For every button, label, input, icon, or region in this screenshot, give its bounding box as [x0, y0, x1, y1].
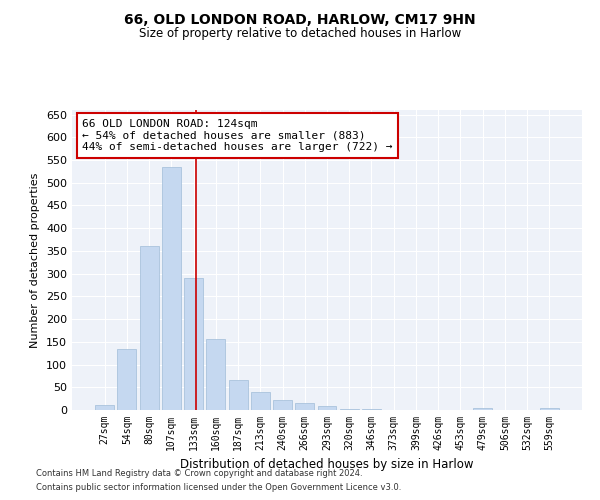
Text: 66 OLD LONDON ROAD: 124sqm
← 54% of detached houses are smaller (883)
44% of sem: 66 OLD LONDON ROAD: 124sqm ← 54% of deta… — [82, 119, 392, 152]
Bar — [184, 278, 203, 410]
Text: Contains HM Land Registry data © Crown copyright and database right 2024.: Contains HM Land Registry data © Crown c… — [36, 468, 362, 477]
Text: 66, OLD LONDON ROAD, HARLOW, CM17 9HN: 66, OLD LONDON ROAD, HARLOW, CM17 9HN — [124, 12, 476, 26]
Bar — [362, 409, 381, 410]
X-axis label: Distribution of detached houses by size in Harlow: Distribution of detached houses by size … — [180, 458, 474, 471]
Bar — [162, 167, 181, 410]
Bar — [251, 392, 270, 410]
Bar — [540, 408, 559, 410]
Bar — [95, 406, 114, 410]
Bar — [206, 338, 225, 410]
Bar — [340, 408, 359, 410]
Bar — [473, 408, 492, 410]
Text: Size of property relative to detached houses in Harlow: Size of property relative to detached ho… — [139, 28, 461, 40]
Bar — [140, 246, 158, 410]
Y-axis label: Number of detached properties: Number of detached properties — [31, 172, 40, 348]
Bar — [229, 380, 248, 410]
Bar — [273, 400, 292, 410]
Bar — [317, 406, 337, 410]
Bar — [295, 403, 314, 410]
Bar — [118, 348, 136, 410]
Text: Contains public sector information licensed under the Open Government Licence v3: Contains public sector information licen… — [36, 484, 401, 492]
